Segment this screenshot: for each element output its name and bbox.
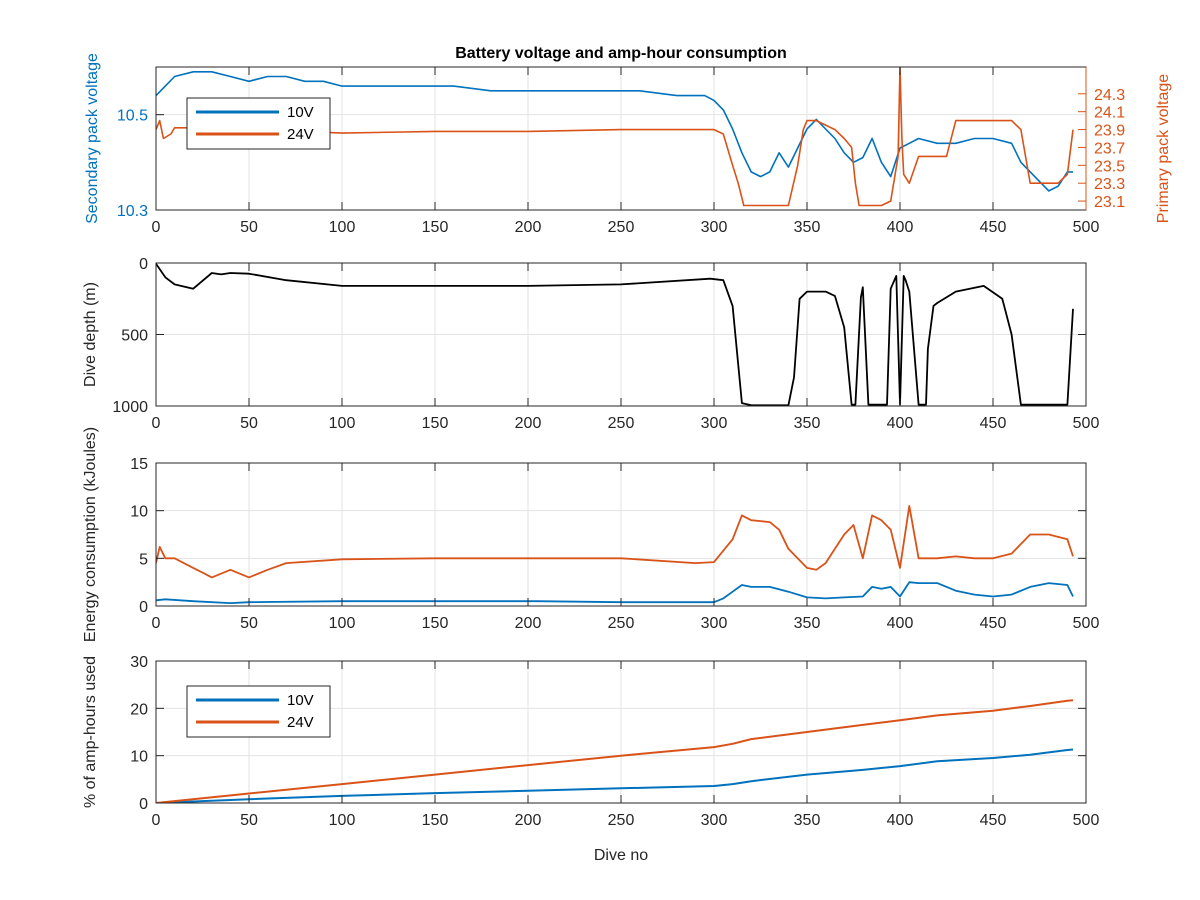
depth-ytick-label: 1000 <box>112 399 148 416</box>
energy-xtick-label: 0 <box>152 615 161 632</box>
voltage-xtick-label: 450 <box>980 219 1007 236</box>
voltage-ylabel-right: Primary pack voltage <box>1155 74 1172 223</box>
amphours-xtick-label: 0 <box>152 812 161 829</box>
energy-series-10v <box>156 581 1074 604</box>
voltage-ytick-right-label: 23.1 <box>1094 194 1125 211</box>
amphours-legend-box <box>186 685 331 738</box>
voltage-ytick-right-label: 24.3 <box>1094 87 1125 104</box>
amphours-legend-label-24v: 24V <box>287 714 314 731</box>
depth-xtick-label: 50 <box>240 415 258 432</box>
voltage-xtick-label: 350 <box>794 219 821 236</box>
voltage-ytick-label: 10.3 <box>117 203 148 220</box>
amphours-legend-label-10v: 10V <box>287 692 314 709</box>
amphours-xtick-label: 200 <box>515 812 542 829</box>
depth-xtick-label: 150 <box>422 415 449 432</box>
voltage-ylabel: Secondary pack voltage <box>84 53 101 224</box>
amphours-xtick-label: 50 <box>240 812 258 829</box>
depth-xtick-label: 400 <box>887 415 914 432</box>
energy-xtick-label: 200 <box>515 615 542 632</box>
energy-xtick-label: 500 <box>1073 615 1100 632</box>
depth-xtick-label: 350 <box>794 415 821 432</box>
energy-xtick-label: 50 <box>240 615 258 632</box>
amphours-xtick-label: 100 <box>329 812 356 829</box>
amphours-xtick-label: 150 <box>422 812 449 829</box>
voltage-legend-box <box>186 97 331 150</box>
amphours-series-24v <box>156 699 1074 803</box>
amphours-ytick-label: 30 <box>130 654 148 671</box>
amphours-xtick-label: 250 <box>608 812 635 829</box>
energy-ytick-label: 10 <box>130 504 148 521</box>
energy-xtick-label: 400 <box>887 615 914 632</box>
depth-xtick-label: 450 <box>980 415 1007 432</box>
voltage-ytick-right-label: 23.3 <box>1094 176 1125 193</box>
amphours-xtick-label: 400 <box>887 812 914 829</box>
depth-ytick-label: 500 <box>121 328 148 345</box>
voltage-ytick-right-label: 23.9 <box>1094 123 1125 140</box>
amphours-xtick-label: 300 <box>701 812 728 829</box>
voltage-legend-label-24v: 24V <box>287 126 314 143</box>
voltage-series-10v <box>156 71 1073 192</box>
depth-ytick-label: 0 <box>139 256 148 273</box>
amphours-xtick-label: 500 <box>1073 812 1100 829</box>
energy-series-24v <box>156 504 1074 579</box>
voltage-xtick-label: 0 <box>152 219 161 236</box>
amphours-xtick-label: 350 <box>794 812 821 829</box>
energy-xtick-label: 250 <box>608 615 635 632</box>
amphours-ytick-label: 10 <box>130 749 148 766</box>
energy-ytick-label: 5 <box>139 551 148 568</box>
amphours-ylabel: % of amp-hours used <box>82 656 99 808</box>
voltage-title: Battery voltage and amp-hour consumption <box>455 45 787 62</box>
amphours-ytick-label: 20 <box>130 701 148 718</box>
depth-ylabel: Dive depth (m) <box>82 282 99 387</box>
depth-xtick-label: 0 <box>152 415 161 432</box>
depth-xtick-label: 200 <box>515 415 542 432</box>
energy-xtick-label: 450 <box>980 615 1007 632</box>
depth-xtick-label: 250 <box>608 415 635 432</box>
depth-series-line <box>156 263 1074 406</box>
amphours-xtick-label: 450 <box>980 812 1007 829</box>
voltage-xtick-label: 100 <box>329 219 356 236</box>
voltage-xtick-label: 500 <box>1073 219 1100 236</box>
voltage-ytick-right-label: 23.7 <box>1094 140 1125 157</box>
energy-xtick-label: 150 <box>422 615 449 632</box>
depth-xtick-label: 100 <box>329 415 356 432</box>
voltage-xtick-label: 400 <box>887 219 914 236</box>
depth-xtick-label: 300 <box>701 415 728 432</box>
energy-xtick-label: 300 <box>701 615 728 632</box>
depth-xtick-label: 500 <box>1073 415 1100 432</box>
voltage-xtick-label: 50 <box>240 219 258 236</box>
energy-ylabel: Energy consumption (kJoules) <box>82 427 99 642</box>
amphours-xlabel: Dive no <box>594 847 648 864</box>
voltage-xtick-label: 300 <box>701 219 728 236</box>
energy-xtick-label: 350 <box>794 615 821 632</box>
voltage-xtick-label: 150 <box>422 219 449 236</box>
voltage-ytick-label: 10.5 <box>117 108 148 125</box>
voltage-ytick-right-label: 24.1 <box>1094 105 1125 122</box>
voltage-legend-label-10v: 10V <box>287 104 314 121</box>
amphours-series-10v <box>156 748 1074 803</box>
voltage-xtick-label: 250 <box>608 219 635 236</box>
axes-depth <box>155 262 1087 407</box>
amphours-ytick-label: 0 <box>139 796 148 813</box>
energy-xtick-label: 100 <box>329 615 356 632</box>
energy-ytick-label: 0 <box>139 599 148 616</box>
energy-ytick-label: 15 <box>130 456 148 473</box>
voltage-ytick-right-label: 23.5 <box>1094 158 1125 175</box>
voltage-xtick-label: 200 <box>515 219 542 236</box>
axes-energy <box>155 462 1087 607</box>
